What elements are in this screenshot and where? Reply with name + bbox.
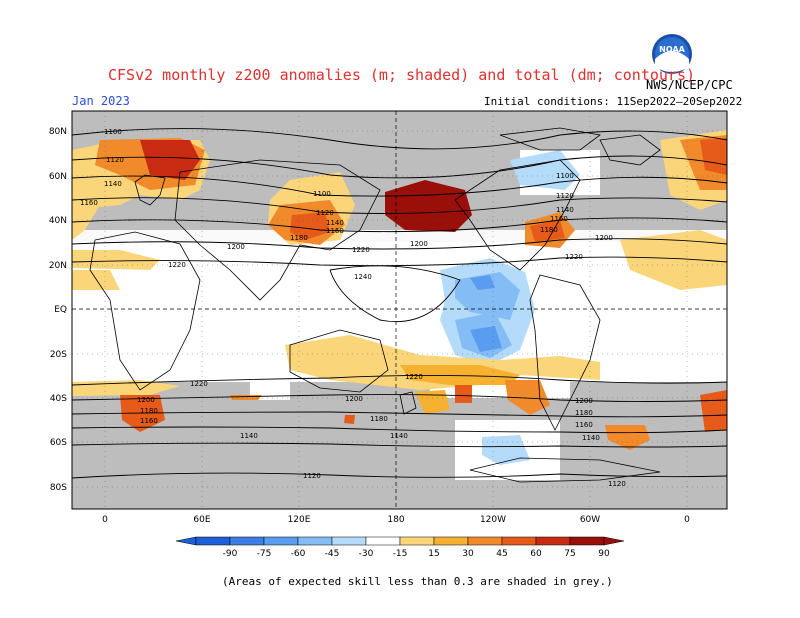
svg-text:1200: 1200	[137, 396, 155, 404]
skill-footnote: (Areas of expected skill less than 0.3 a…	[222, 575, 613, 588]
colorbar-tick-label: 60	[530, 549, 542, 559]
svg-text:1220: 1220	[168, 261, 186, 269]
colorbar-tick-label: -45	[325, 549, 340, 559]
colorbar-swatch	[263, 536, 299, 546]
svg-text:1220: 1220	[190, 380, 208, 388]
lon-axis: 0 60E 120E 180 120W 60W 0	[102, 515, 690, 525]
svg-text:80N: 80N	[49, 127, 67, 137]
svg-text:120W: 120W	[480, 515, 506, 525]
svg-text:1180: 1180	[540, 226, 558, 234]
svg-text:1200: 1200	[595, 234, 613, 242]
svg-text:40N: 40N	[49, 216, 67, 226]
agency-label: NWS/NCEP/CPC	[646, 78, 733, 92]
noaa-logo: NOAA	[651, 33, 693, 75]
map-frame	[71, 110, 728, 510]
svg-text:1160: 1160	[80, 199, 98, 207]
svg-text:60S: 60S	[50, 438, 67, 448]
colorbar-tick-label: 30	[462, 549, 474, 559]
colorbar-swatch	[297, 536, 333, 546]
svg-text:180: 180	[387, 515, 404, 525]
colorbar-tick-label: 90	[598, 549, 610, 559]
svg-text:0: 0	[684, 515, 690, 525]
svg-text:1200: 1200	[575, 397, 593, 405]
colorbar-min-arrow	[175, 536, 197, 546]
svg-text:20S: 20S	[50, 350, 67, 360]
colorbar-tick-label: -60	[291, 549, 306, 559]
svg-text:1160: 1160	[326, 227, 344, 235]
svg-text:1220: 1220	[405, 373, 423, 381]
svg-text:1180: 1180	[140, 407, 158, 415]
colorbar-swatch	[365, 536, 401, 546]
svg-text:80S: 80S	[50, 483, 67, 493]
graticule	[72, 111, 727, 509]
svg-text:60W: 60W	[580, 515, 600, 525]
svg-text:1240: 1240	[354, 273, 372, 281]
colorbar-tick-label: -30	[359, 549, 374, 559]
forecast-month: Jan 2023	[72, 94, 130, 108]
coastlines	[89, 127, 661, 483]
svg-text:120E: 120E	[288, 515, 311, 525]
colorbar-tick-label: -90	[223, 549, 238, 559]
svg-text:1140: 1140	[104, 180, 122, 188]
svg-text:1120: 1120	[316, 209, 334, 217]
colorbar-max-arrow	[603, 536, 625, 546]
colorbar-swatch	[501, 536, 537, 546]
svg-text:1120: 1120	[608, 480, 626, 488]
svg-text:1200: 1200	[410, 240, 428, 248]
svg-text:40S: 40S	[50, 394, 67, 404]
map-canvas: 1100 1120 1140 1160 1100 1120 1140 1160 …	[72, 111, 727, 509]
svg-text:1100: 1100	[556, 172, 574, 180]
lat-axis: 80N 60N 40N 20N EQ 20S 40S 60S 80S	[49, 127, 67, 493]
svg-text:1140: 1140	[582, 434, 600, 442]
colorbar-swatch	[433, 536, 469, 546]
anomaly-shading	[72, 130, 727, 465]
colorbar-swatch	[195, 536, 231, 546]
svg-text:1220: 1220	[565, 253, 583, 261]
map-title: CFSv2 monthly z200 anomalies (m; shaded)…	[108, 66, 695, 84]
initial-conditions: Initial conditions: 11Sep2022–20Sep2022	[484, 95, 743, 108]
colorbar-tick-label: 75	[564, 549, 575, 559]
contour-labels: 1100 1120 1140 1160 1100 1120 1140 1160 …	[80, 128, 626, 488]
svg-text:1220: 1220	[352, 246, 370, 254]
colorbar-swatch	[399, 536, 435, 546]
svg-text:1120: 1120	[106, 156, 124, 164]
colorbar: -90 -75 -60 -45 -30 -15 15 30 45 60 75 90	[175, 536, 625, 559]
svg-text:1120: 1120	[303, 472, 321, 480]
svg-text:1180: 1180	[575, 409, 593, 417]
reference-lines	[72, 111, 727, 509]
svg-text:1200: 1200	[227, 243, 245, 251]
svg-text:NOAA: NOAA	[659, 45, 685, 54]
svg-text:1100: 1100	[104, 128, 122, 136]
colorbar-tick-label: 15	[428, 549, 439, 559]
map-panel: 1100 1120 1140 1160 1100 1120 1140 1160 …	[49, 110, 728, 525]
svg-text:1160: 1160	[550, 215, 568, 223]
colorbar-swatch	[229, 536, 265, 546]
colorbar-swatch	[569, 536, 605, 546]
colorbar-swatch	[467, 536, 503, 546]
svg-text:1160: 1160	[575, 421, 593, 429]
svg-text:20N: 20N	[49, 261, 67, 271]
svg-text:1140: 1140	[556, 206, 574, 214]
svg-text:60E: 60E	[193, 515, 210, 525]
svg-text:60N: 60N	[49, 172, 67, 182]
svg-text:1160: 1160	[140, 417, 158, 425]
colorbar-tick-label: 45	[496, 549, 507, 559]
height-contours	[72, 128, 727, 479]
svg-text:1200: 1200	[345, 395, 363, 403]
svg-text:0: 0	[102, 515, 108, 525]
colorbar-tick-label: -75	[257, 549, 272, 559]
svg-text:1180: 1180	[290, 234, 308, 242]
svg-text:1100: 1100	[313, 190, 331, 198]
svg-text:1180: 1180	[370, 415, 388, 423]
svg-text:1140: 1140	[390, 432, 408, 440]
colorbar-tick-label: -15	[393, 549, 408, 559]
colorbar-swatch	[331, 536, 367, 546]
colorbar-swatch	[535, 536, 571, 546]
svg-text:1140: 1140	[326, 219, 344, 227]
svg-text:1120: 1120	[556, 192, 574, 200]
svg-text:1140: 1140	[240, 432, 258, 440]
svg-text:EQ: EQ	[54, 305, 67, 315]
